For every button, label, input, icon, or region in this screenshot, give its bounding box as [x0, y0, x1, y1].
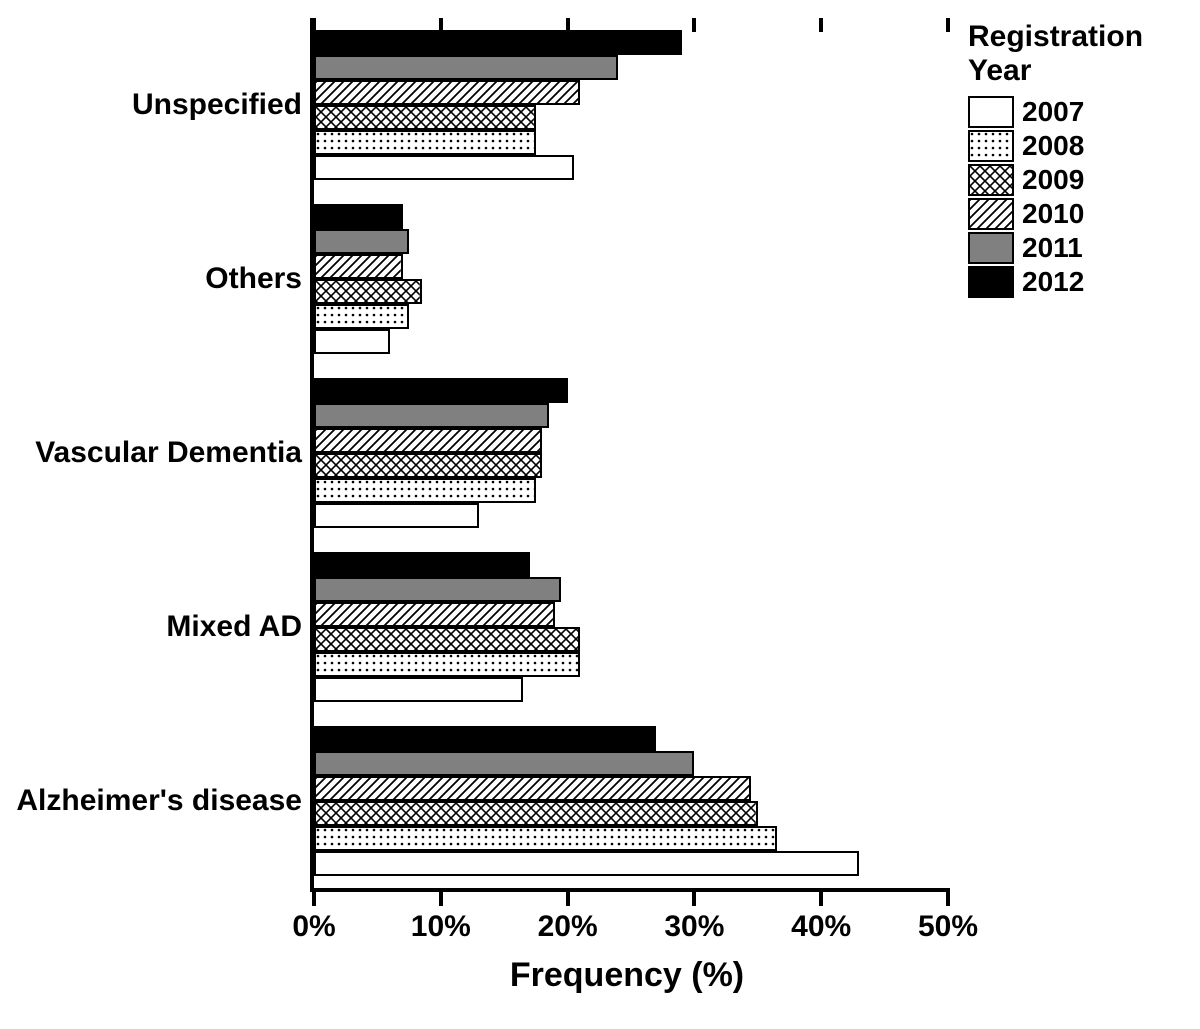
legend-title: Registration Year: [968, 20, 1200, 88]
x-tick-top: [819, 18, 823, 32]
category-label: Vascular Dementia: [35, 436, 314, 470]
legend-item: 2008: [968, 130, 1200, 162]
x-tick: [819, 888, 823, 906]
bar: [314, 254, 403, 279]
bar: [314, 552, 530, 577]
x-tick: [946, 888, 950, 906]
bar: [314, 30, 682, 55]
legend-swatch: [968, 164, 1014, 196]
x-tick: [692, 888, 696, 906]
bar: [314, 403, 549, 428]
legend-item: 2010: [968, 198, 1200, 230]
x-tick-label: 20%: [538, 910, 598, 944]
bar: [314, 652, 580, 677]
bar: [314, 751, 694, 776]
bar: [314, 453, 542, 478]
x-tick-label: 30%: [664, 910, 724, 944]
bar: [314, 602, 555, 627]
legend-item: 2009: [968, 164, 1200, 196]
legend-label: 2007: [1022, 96, 1084, 128]
bar: [314, 677, 523, 702]
x-tick: [566, 888, 570, 906]
legend-swatch: [968, 198, 1014, 230]
bar: [314, 105, 536, 130]
bar: [314, 229, 409, 254]
bar: [314, 776, 751, 801]
legend-item: 2011: [968, 232, 1200, 264]
legend-swatch: [968, 96, 1014, 128]
legend-item: 2012: [968, 266, 1200, 298]
plot-area: 0%10%20%30%40%50%UnspecifiedOthersVascul…: [310, 18, 948, 892]
bar: [314, 851, 859, 876]
x-axis-title: Frequency (%): [510, 956, 744, 995]
bar: [314, 304, 409, 329]
bar: [314, 428, 542, 453]
legend-swatch: [968, 232, 1014, 264]
legend-item: 2007: [968, 96, 1200, 128]
bar: [314, 130, 536, 155]
bar: [314, 155, 574, 180]
bar: [314, 627, 580, 652]
legend-label: 2012: [1022, 266, 1084, 298]
x-tick-label: 10%: [411, 910, 471, 944]
bar: [314, 204, 403, 229]
x-tick-label: 0%: [292, 910, 335, 944]
legend-swatch: [968, 130, 1014, 162]
bar: [314, 826, 777, 851]
bar: [314, 80, 580, 105]
bar: [314, 279, 422, 304]
bar: [314, 503, 479, 528]
frequency-chart: 0% 10% 20% 30% 40% 50% Unspecified Others Vascul…: [0, 0, 1200, 1029]
legend-label: 2011: [1022, 232, 1083, 264]
category-label: Unspecified: [132, 88, 314, 122]
category-label: Mixed AD: [166, 610, 314, 644]
x-tick-label: 40%: [791, 910, 851, 944]
bar: [314, 577, 561, 602]
x-tick-top: [692, 18, 696, 32]
bar: [314, 378, 568, 403]
x-tick: [312, 888, 316, 906]
legend-swatch: [968, 266, 1014, 298]
category-label: Alzheimer's disease: [16, 784, 314, 818]
bar: [314, 329, 390, 354]
legend: Registration Year 2007200820092010201120…: [968, 20, 1200, 300]
x-tick-label: 50%: [918, 910, 978, 944]
x-tick-top: [946, 18, 950, 32]
legend-label: 2010: [1022, 198, 1084, 230]
legend-label: 2008: [1022, 130, 1084, 162]
x-tick: [439, 888, 443, 906]
category-label: Others: [205, 262, 314, 296]
bar: [314, 801, 758, 826]
bar: [314, 478, 536, 503]
legend-label: 2009: [1022, 164, 1084, 196]
bar: [314, 55, 618, 80]
bar: [314, 726, 656, 751]
